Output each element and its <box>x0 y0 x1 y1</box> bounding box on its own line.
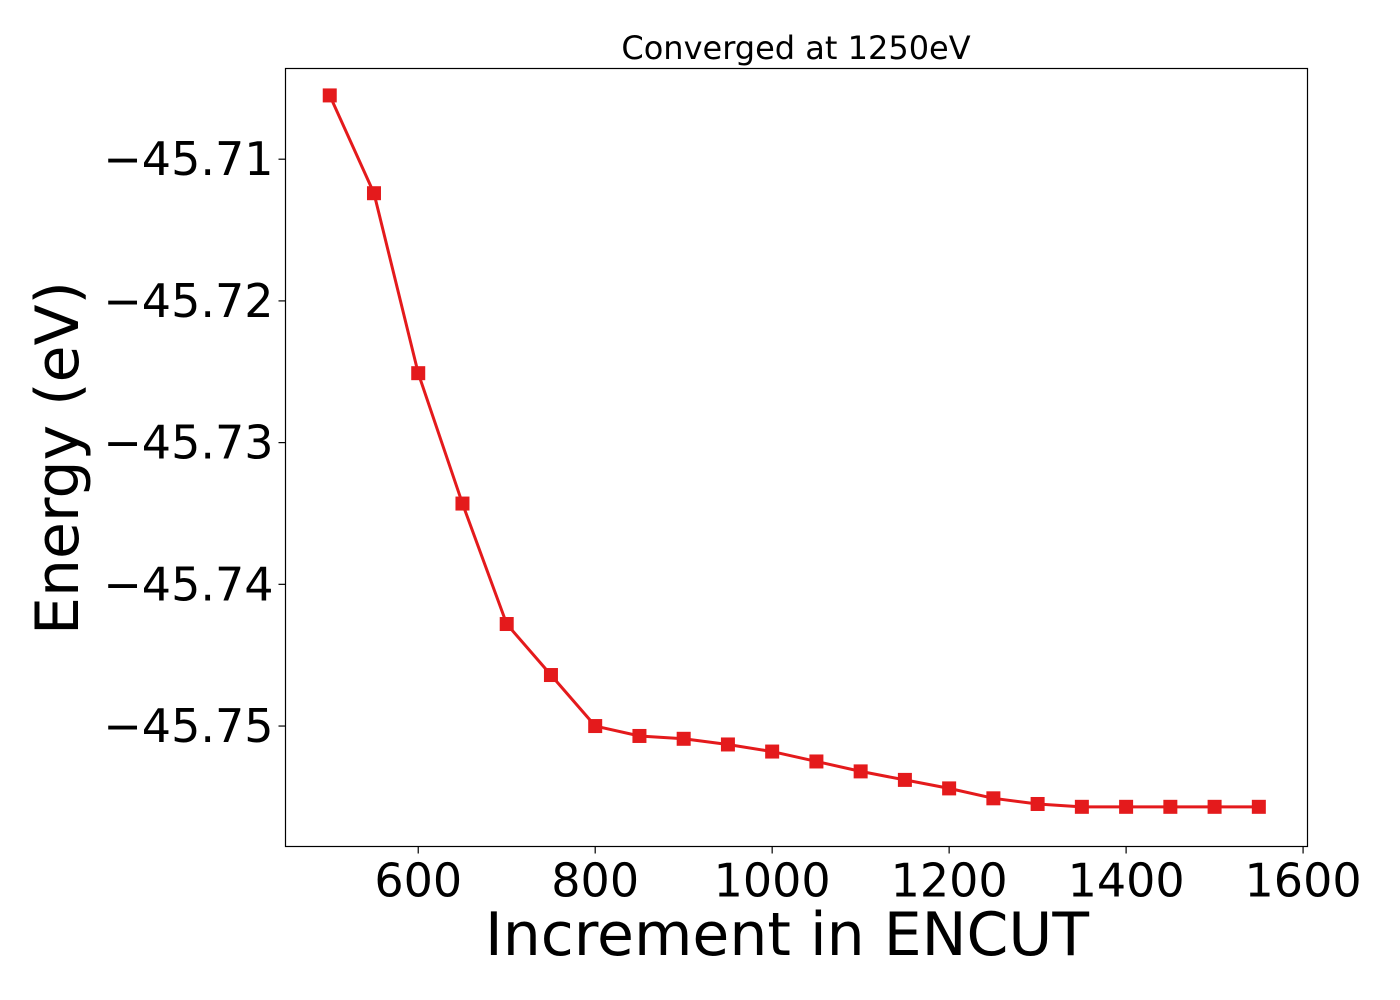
y-tick-label: −45.71 <box>103 132 273 186</box>
data-point <box>1251 799 1266 814</box>
x-tick-label: 800 <box>551 854 639 908</box>
data-point <box>543 668 558 683</box>
data-point <box>411 366 426 381</box>
y-axis-label: Energy (eV) <box>23 281 93 635</box>
data-point <box>765 744 780 759</box>
y-tick-label: −45.75 <box>103 699 273 753</box>
x-axis: 600 800 1000 1200 1400 1600 <box>374 846 1362 908</box>
x-axis-label: Increment in ENCUT <box>485 900 1089 970</box>
data-point <box>455 496 470 511</box>
data-point <box>499 617 514 632</box>
y-tick-label: −45.73 <box>103 416 273 470</box>
x-tick-label: 600 <box>374 854 462 908</box>
data-point <box>720 737 735 752</box>
x-tick-label: 1600 <box>1245 854 1362 908</box>
data-point <box>632 728 647 743</box>
data-point <box>1030 796 1045 811</box>
data-point <box>366 186 381 201</box>
data-point <box>897 772 912 787</box>
series-line <box>328 94 1259 809</box>
y-tick-label: −45.72 <box>103 274 273 328</box>
chart-title: Converged at 1250eV <box>621 29 970 67</box>
data-point <box>942 781 957 796</box>
plot-area-frame <box>284 67 1309 848</box>
x-tick-label: 1000 <box>714 854 831 908</box>
data-point <box>1163 799 1178 814</box>
data-point <box>986 791 1001 806</box>
data-point <box>588 719 603 734</box>
data-point <box>853 764 868 779</box>
data-point <box>322 88 337 103</box>
data-point <box>809 754 824 769</box>
data-point <box>1119 799 1134 814</box>
x-tick-label: 1400 <box>1068 854 1185 908</box>
x-tick-label: 1200 <box>891 854 1008 908</box>
data-point <box>1074 799 1089 814</box>
y-tick-label: −45.74 <box>103 557 273 611</box>
data-point <box>1207 799 1222 814</box>
y-axis: −45.71 −45.72 −45.73 −45.74 −45.75 <box>103 132 286 753</box>
series-energy <box>322 88 1266 814</box>
data-point <box>676 731 691 746</box>
